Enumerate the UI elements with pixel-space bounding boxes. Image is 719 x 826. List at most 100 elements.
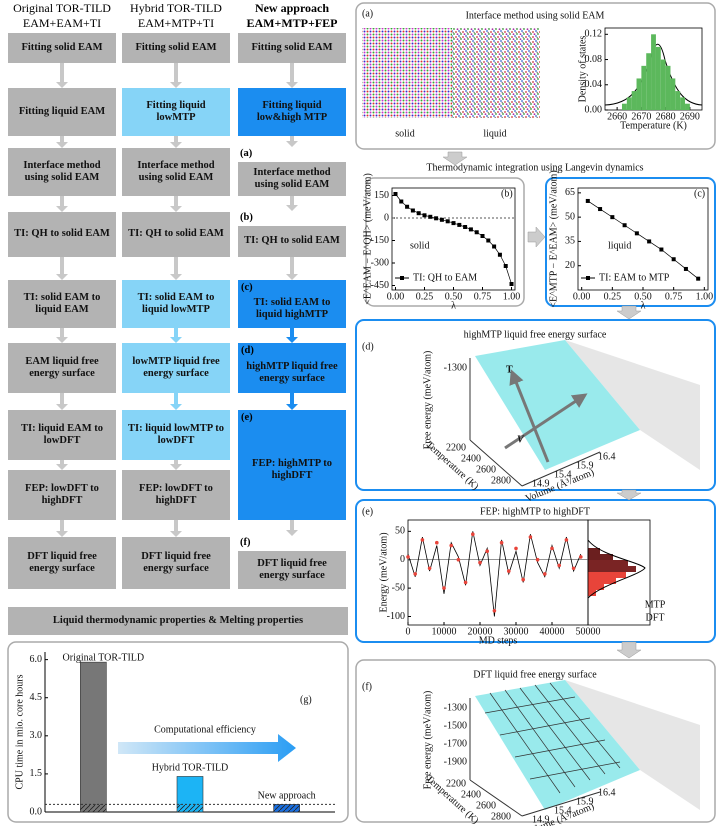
flow-arrow [56,393,68,410]
flow-arrow [170,257,182,280]
v-tick-label: 15.9 [576,796,594,807]
y-tick-label: 35 [565,236,575,247]
step-box: DFT liquid free energy surface [238,551,346,589]
x-tick-label: 30000 [504,626,529,637]
data-point [564,538,569,542]
hist-bar [675,91,681,110]
flow-arrow [616,305,642,320]
t-tick-label: 2600 [476,464,496,475]
step-box: highMTP liquid free energy surface [238,343,346,393]
bar-hatch [273,804,300,812]
flow-arrow [56,328,68,343]
data-point [499,540,504,545]
x-tick-label: 0.00 [387,291,405,302]
y-tick-label: -300 [371,257,389,268]
surface-plot [469,680,700,817]
step-tag: (a) [240,148,253,159]
y-tick-label: 0.00 [585,104,603,115]
data-point [503,264,508,268]
data-point [535,557,540,562]
y-tick-label: -450 [371,280,389,291]
step-box: FEP: lowDFT to highDFT [8,470,116,520]
y-tick-label: 3.0 [30,730,43,741]
data-point [557,563,561,568]
hist-bar [680,97,686,110]
column-title: Original TOR-TILD [13,1,111,15]
x-tick-label: 1.00 [696,291,714,302]
x-tick-label: 20000 [468,626,493,637]
solid-atoms [362,28,452,118]
panel-title: FEP: highMTP to highDFT [480,506,590,517]
arrow-label: V [517,434,525,445]
step-box: Interface method using solid EAM [238,162,346,196]
v-tick-label: 15.4 [554,469,572,480]
panel-tag: (c) [694,188,705,199]
t-tick-label: 2800 [491,811,511,822]
step-box: TI: QH to solid EAM [238,226,346,257]
v-tick-label: 16.4 [598,787,616,798]
side-histogram [587,519,651,626]
legend-entry: MTP [645,599,666,610]
bar-label: Original TOR-TILD [63,652,145,663]
data-point [457,222,462,227]
flow-arrow [286,257,298,280]
data-point [413,572,418,576]
panel-title: Interface method using solid EAM [466,10,605,21]
panel-frame [7,641,349,823]
data-point [399,199,404,204]
step-box: Fitting solid EAM [8,33,116,63]
data-point [585,198,590,203]
panel-tag: (e) [362,506,373,517]
y-axis-label: Energy (meV/atom) [378,532,389,612]
y-tick-label: 150 [374,190,389,201]
x-tick-label: 2690 [680,111,700,122]
data-point [449,543,454,548]
arrow-label: T [506,364,513,375]
hist-bar [665,65,671,110]
hist-bar [660,59,666,110]
step-box: TI: solid EAM to liquid lowMTP [122,280,230,328]
annotation: solid [410,240,429,251]
y-tick-label: 6.0 [30,654,43,665]
y-tick-label: 50 [565,211,575,222]
flow-arrow [56,520,68,537]
bar-label: Hybrid TOR-TILD [152,763,229,774]
data-point [528,535,533,539]
hist-bar [636,78,642,110]
v-tick-label: 15.9 [576,460,594,471]
data-point [468,227,473,232]
y-tick-label: -150 [371,235,389,246]
data-point [492,244,497,249]
t-tick-label: 2600 [476,800,496,811]
flow-arrow [56,63,68,88]
hist-bar [631,91,637,110]
flow-arrow [286,196,298,211]
step-box: TI: QH to solid EAM [122,212,230,257]
bar-hatch [177,804,203,812]
data-point [671,257,676,262]
y-tick-label: 0.12 [585,29,603,40]
legend-entry: TI: QH to EAM [413,272,477,283]
data-point [579,555,583,559]
data-point [463,225,468,229]
y-axis-label: Density of states [577,36,588,103]
y-axis-label: <E^EAM − E^QH> (meV/atom) [362,173,373,305]
column-title: Hybrid TOR-TILD [130,1,222,15]
x-tick-label: 40000 [540,626,565,637]
t-tick-label: 2400 [461,789,481,800]
data-point [471,532,475,536]
flow-arrow [286,136,298,147]
y-tick-label: -50 [392,582,405,593]
x-axis-label: λ [451,300,456,311]
data-point [463,580,468,585]
panel-frame [355,2,716,150]
flow-arrow [170,460,182,470]
flow-arrow [286,393,298,410]
panel-tag: (f) [362,681,372,692]
z-tick-label: -1300 [444,702,467,713]
data-point [435,540,439,545]
data-point [428,214,433,219]
t-tick-label: 2200 [446,442,466,453]
